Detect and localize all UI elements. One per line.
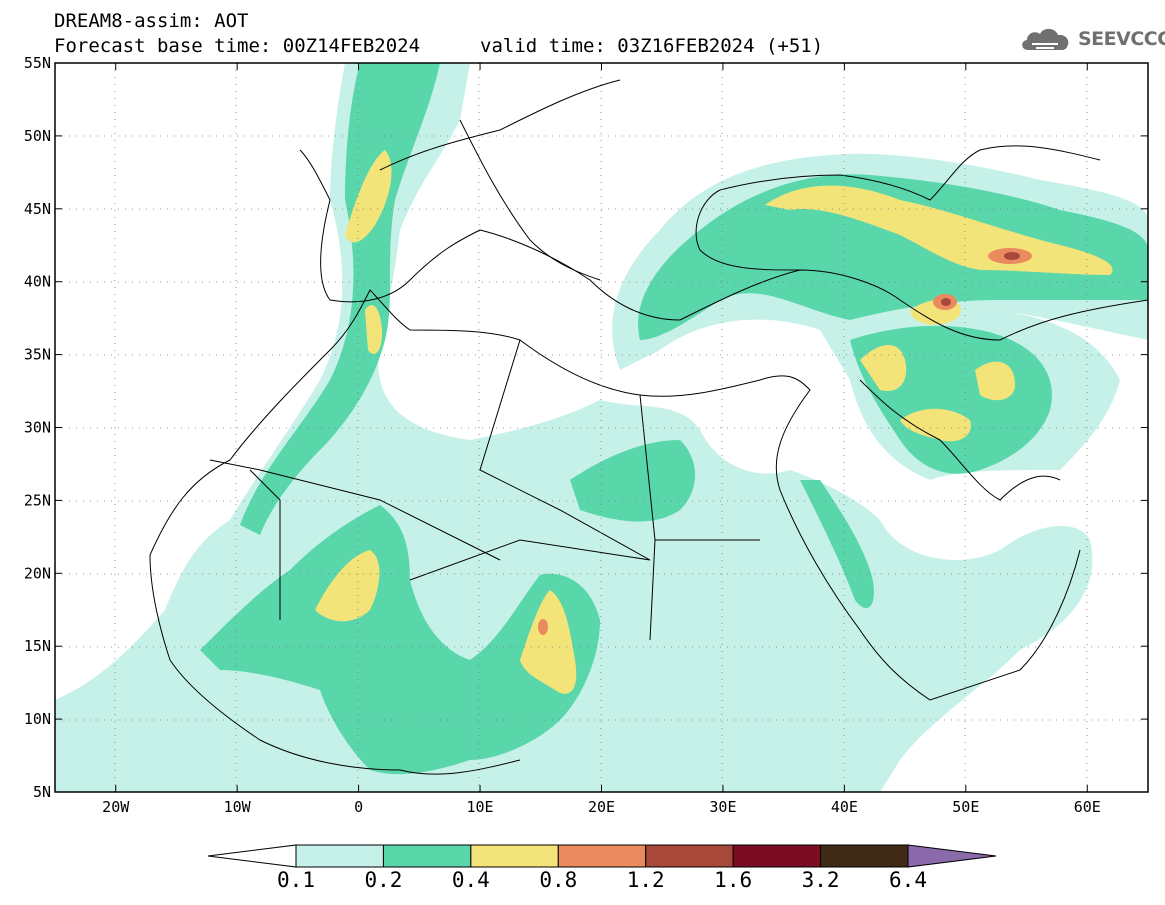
grid-lines — [55, 63, 1148, 792]
seevccc-logo: SEEVCCC — [1018, 24, 1165, 54]
lat-tick-label: 25N — [24, 491, 51, 509]
colorbar-label: 0.1 — [277, 868, 315, 892]
lat-tick-label: 30N — [24, 419, 51, 437]
lon-tick-label: 40E — [831, 798, 858, 816]
colorbar-label: 3.2 — [802, 868, 840, 892]
aot-level-top — [941, 252, 1020, 306]
lat-tick-label: 40N — [24, 273, 51, 291]
colorbar-swatch — [820, 844, 909, 868]
colorbar-over-arrow — [907, 844, 997, 868]
lon-tick-label: 50E — [952, 798, 979, 816]
lon-tick-label: 60E — [1074, 798, 1101, 816]
lon-tick-label: 10W — [224, 798, 252, 816]
colorbar-label: 1.6 — [714, 868, 752, 892]
colorbar-swatch — [470, 844, 559, 868]
colorbar-label: 1.2 — [627, 868, 665, 892]
lat-tick-label: 55N — [24, 54, 51, 72]
lon-tick-label: 30E — [709, 798, 736, 816]
lon-axis: 20W 10W 0 10E 20E 30E 40E 50E 60E — [102, 63, 1101, 816]
title-valid-time: valid time: 03Z16FEB2024 (+51) — [480, 35, 824, 57]
coastlines — [149, 79, 1148, 775]
lat-tick-label: 15N — [24, 637, 51, 655]
lat-tick-label: 20N — [24, 564, 51, 582]
title-base-time: Forecast base time: 00Z14FEB2024 — [54, 35, 421, 57]
lon-tick-label: 0 — [354, 798, 363, 816]
colorbar-label: 0.2 — [364, 868, 402, 892]
colorbar-swatch — [557, 844, 647, 868]
colorbar-label: 0.8 — [539, 868, 577, 892]
colorbar-swatch — [645, 844, 734, 868]
lat-tick-label: 10N — [24, 710, 51, 728]
lon-tick-label: 10E — [467, 798, 494, 816]
colorbar-under-arrow — [207, 844, 297, 868]
colorbar-label: 0.4 — [452, 868, 490, 892]
lon-tick-label: 20W — [102, 798, 130, 816]
lat-tick-label: 45N — [24, 200, 51, 218]
colorbar-swatch — [732, 844, 822, 868]
title-model: DREAM8-assim: AOT — [54, 10, 249, 32]
lon-tick-label: 20E — [588, 798, 615, 816]
lat-axis: 55N 50N 45N 40N 35N 30N 25N 20N 15N 10N 5N — [24, 54, 1148, 801]
logo-text: SEEVCCC — [1078, 28, 1165, 50]
lat-tick-label: 35N — [24, 346, 51, 364]
colorbar-swatch — [382, 844, 472, 868]
cloud-icon — [1022, 28, 1069, 50]
lat-tick-label: 50N — [24, 127, 51, 145]
colorbar: 0.1 0.2 0.4 0.8 1.2 1.6 3.2 6.4 — [207, 844, 997, 892]
lat-tick-label: 5N — [33, 783, 51, 801]
colorbar-label: 6.4 — [889, 868, 927, 892]
colorbar-swatch — [295, 844, 384, 868]
aot-field — [55, 63, 1148, 792]
